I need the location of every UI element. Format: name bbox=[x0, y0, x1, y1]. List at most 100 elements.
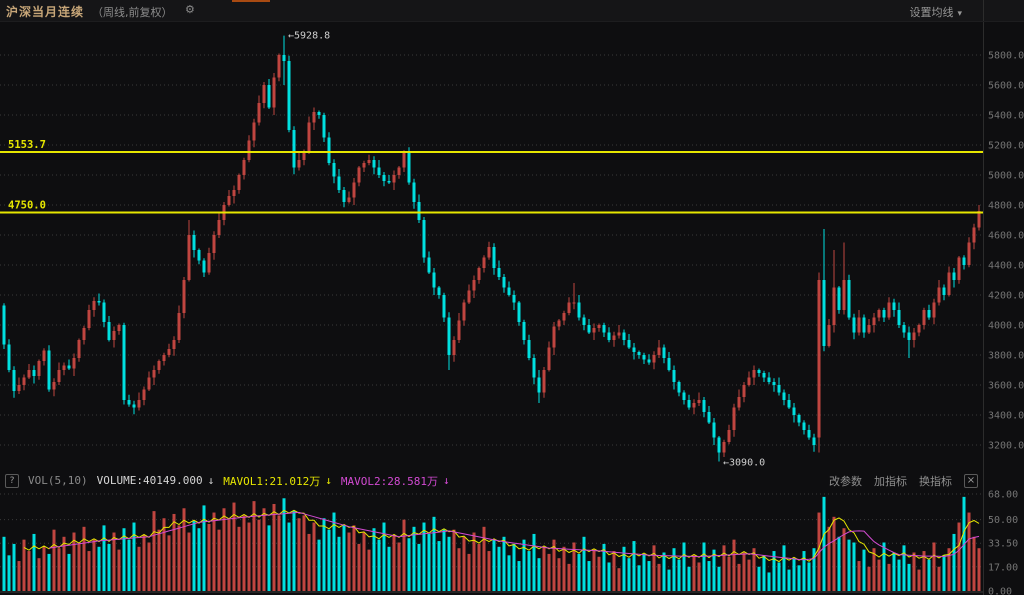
volume-bar bbox=[807, 562, 811, 591]
candle-body bbox=[797, 415, 801, 423]
candle-body bbox=[32, 370, 36, 376]
candle-body bbox=[427, 257, 431, 273]
volume-bar bbox=[787, 569, 791, 591]
candle-body bbox=[597, 325, 601, 328]
volume-bar bbox=[442, 529, 446, 591]
candle-body bbox=[507, 287, 511, 295]
candle-body bbox=[322, 115, 326, 138]
volume-bar bbox=[417, 543, 421, 591]
volume-bar bbox=[917, 569, 921, 591]
volume-bar bbox=[527, 551, 531, 591]
candle-body bbox=[177, 313, 181, 340]
ma-settings-button[interactable]: 设置均线 ▾ bbox=[909, 4, 962, 20]
candle-body bbox=[837, 287, 841, 310]
volume-bar bbox=[272, 503, 276, 591]
candle-body bbox=[467, 290, 471, 303]
candle-body bbox=[812, 437, 816, 445]
volume-bar bbox=[877, 559, 881, 591]
change-params-button[interactable]: 改参数 bbox=[829, 474, 862, 488]
volume-bar bbox=[887, 563, 891, 591]
volume-bar bbox=[557, 558, 561, 591]
candle-body bbox=[532, 358, 536, 378]
volume-bar bbox=[87, 551, 91, 591]
volume-bar bbox=[857, 561, 861, 591]
gear-icon[interactable]: ⚙ bbox=[185, 3, 195, 16]
candle-body bbox=[962, 257, 966, 265]
candle-body bbox=[17, 385, 21, 391]
candle-body bbox=[822, 280, 826, 346]
candle-body bbox=[512, 295, 516, 303]
volume-bar bbox=[687, 566, 691, 591]
volume-bar bbox=[597, 556, 601, 591]
volume-bar bbox=[117, 549, 121, 591]
volume-bar bbox=[402, 519, 406, 591]
volume-bar bbox=[717, 566, 721, 591]
candle-body bbox=[492, 247, 496, 268]
candle-body bbox=[742, 385, 746, 397]
candle-body bbox=[42, 350, 46, 361]
volume-bar bbox=[107, 543, 111, 591]
volume-bar bbox=[377, 539, 381, 591]
mavol2-line bbox=[48, 511, 980, 561]
volume-bar bbox=[242, 515, 246, 591]
candle-body bbox=[712, 422, 716, 438]
volume-bar bbox=[937, 566, 941, 591]
candle-body bbox=[392, 175, 396, 183]
candle-body bbox=[167, 349, 171, 355]
volume-bar bbox=[312, 522, 316, 591]
volume-bar bbox=[317, 539, 321, 591]
volume-bar bbox=[362, 532, 366, 591]
candle-body bbox=[247, 140, 251, 160]
volume-bar bbox=[677, 559, 681, 591]
volume-bar bbox=[457, 548, 461, 591]
volume-bar bbox=[232, 502, 236, 591]
volume-bar bbox=[567, 563, 571, 591]
candle-body bbox=[372, 160, 376, 168]
candle-body bbox=[112, 331, 116, 340]
volume-bar bbox=[747, 559, 751, 591]
close-icon[interactable]: × bbox=[964, 473, 978, 488]
candle-body bbox=[617, 332, 621, 336]
volume-bar bbox=[842, 528, 846, 591]
volume-bar bbox=[957, 522, 961, 591]
add-indicator-button[interactable]: 加指标 bbox=[874, 474, 907, 488]
candle-body bbox=[777, 385, 781, 393]
candle-body bbox=[87, 310, 91, 328]
volume-bar bbox=[302, 515, 306, 591]
candle-body bbox=[257, 103, 261, 123]
candle-body bbox=[947, 272, 951, 295]
volume-bar bbox=[622, 546, 626, 591]
candle-body bbox=[57, 370, 61, 382]
candle-body bbox=[677, 382, 681, 393]
volume-bar bbox=[732, 539, 736, 591]
volume-bar bbox=[627, 558, 631, 591]
volume-bar bbox=[612, 551, 616, 591]
candle-body bbox=[827, 325, 831, 346]
volume-bar bbox=[577, 553, 581, 591]
candle-body bbox=[607, 332, 611, 340]
candle-body bbox=[77, 340, 81, 358]
volume-bar bbox=[327, 529, 331, 591]
candle-body bbox=[117, 325, 121, 331]
volume-bar bbox=[847, 539, 851, 591]
help-icon[interactable]: ? bbox=[5, 473, 19, 488]
volume-tick-label: 17.00 bbox=[988, 562, 1018, 573]
volume-bar bbox=[897, 559, 901, 591]
candle-body bbox=[287, 61, 291, 130]
indicator-buttons: 改参数 加指标 换指标 × bbox=[829, 473, 978, 488]
price-tick-label: 3400.00 bbox=[988, 411, 1024, 422]
volume-bar bbox=[742, 552, 746, 591]
volume-bar bbox=[472, 532, 476, 591]
alert-line-axis-tick bbox=[979, 150, 984, 153]
candle-body bbox=[377, 167, 381, 175]
candle-body bbox=[977, 211, 981, 228]
candle-body bbox=[182, 280, 186, 313]
volume-bar bbox=[147, 542, 151, 591]
candle-body bbox=[622, 332, 626, 340]
volume-down-arrow-icon: ↓ bbox=[207, 474, 215, 487]
volume-bar bbox=[112, 532, 116, 591]
candle-body bbox=[227, 196, 231, 205]
price-tick-label: 4800.00 bbox=[988, 201, 1024, 212]
candle-body bbox=[722, 442, 726, 453]
switch-indicator-button[interactable]: 换指标 bbox=[919, 474, 952, 488]
